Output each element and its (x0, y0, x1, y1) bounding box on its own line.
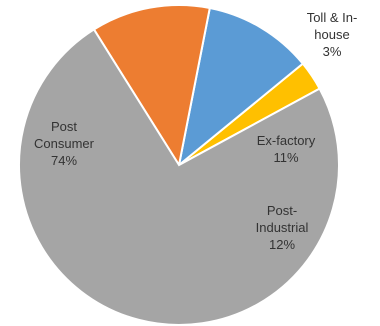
slice-label: Post- Industrial 12% (256, 203, 309, 252)
slice-label: Post Consumer 74% (34, 119, 95, 168)
slice-label-line: Consumer (34, 136, 95, 151)
slice-label-line: house (314, 27, 349, 42)
slice-percent: 3% (323, 44, 342, 59)
slice-label-line: Ex-factory (257, 133, 316, 148)
slice-label: Toll & In-house 3% (307, 10, 358, 59)
slice-percent: 74% (51, 153, 77, 168)
slice-label: Ex-factory 11% (257, 133, 316, 165)
slice-percent: 12% (269, 237, 295, 252)
pie-slices (18, 4, 340, 326)
slice-label-line: Toll & In- (307, 10, 358, 25)
slice-label-line: Industrial (256, 220, 309, 235)
pie-slice (177, 6, 305, 168)
pie-slice (92, 4, 211, 168)
slice-label-line: Post (51, 119, 77, 134)
slice-label-line: Post- (267, 203, 297, 218)
slice-percent: 11% (273, 150, 298, 165)
pie-slice (18, 28, 340, 326)
pie-labels: Toll & In-house 3% Ex-factory 11% Post- Indus… (34, 10, 357, 252)
